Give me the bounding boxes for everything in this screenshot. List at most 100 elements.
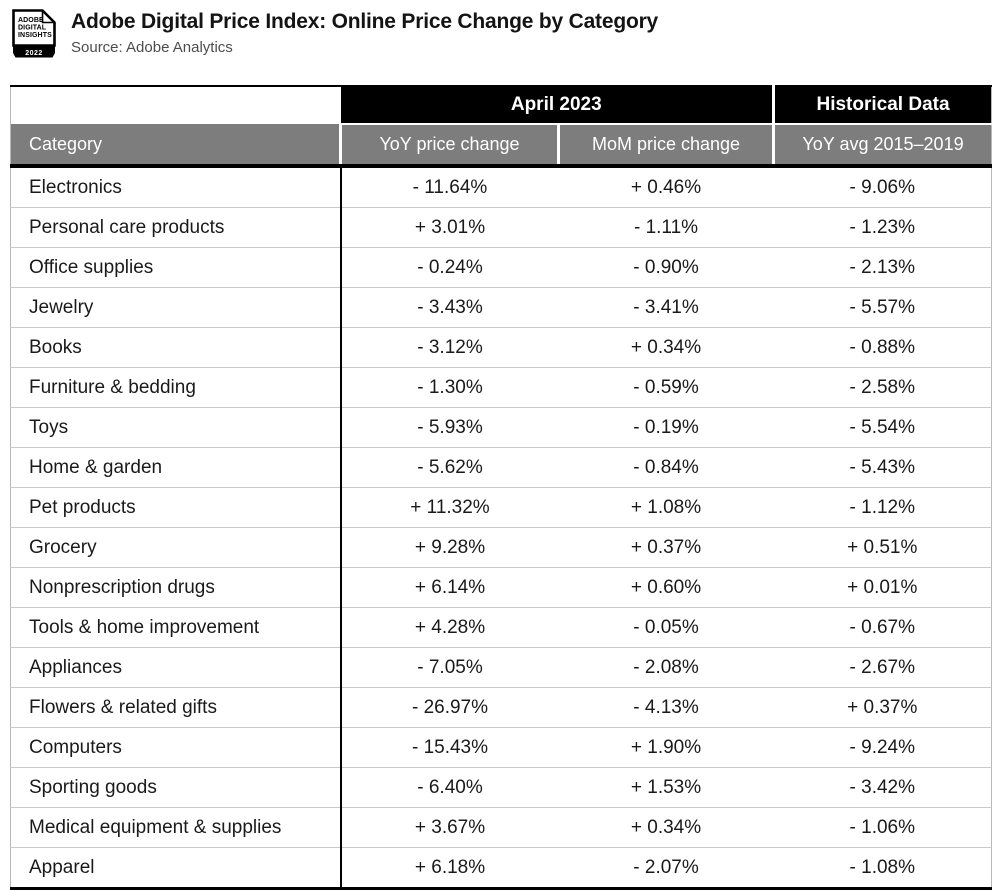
yoy-price-change-cell: + 3.67% xyxy=(340,807,559,848)
group-header-april-2023: April 2023 xyxy=(340,86,774,125)
yoy-price-change-cell: - 1.30% xyxy=(340,367,559,408)
table-row: Computers - 15.43% + 1.90% - 9.24% xyxy=(10,727,992,768)
table-row: Appliances - 7.05% - 2.08% - 2.67% xyxy=(10,647,992,688)
mom-price-change-cell: - 0.59% xyxy=(558,367,774,408)
yoy-avg-cell: - 1.23% xyxy=(773,207,992,248)
logo-year: 2022 xyxy=(25,50,43,57)
category-cell: Furniture & bedding xyxy=(10,367,342,408)
mom-price-change-cell: - 0.84% xyxy=(558,447,774,488)
category-cell: Grocery xyxy=(10,527,342,568)
yoy-avg-cell: - 2.58% xyxy=(773,367,992,408)
category-cell: Tools & home improvement xyxy=(10,607,342,648)
mom-price-change-cell: - 0.90% xyxy=(558,247,774,288)
yoy-avg-cell: - 5.54% xyxy=(773,407,992,448)
spacer-cell xyxy=(10,86,341,124)
yoy-avg-cell: - 1.08% xyxy=(773,847,992,889)
yoy-avg-cell: - 5.57% xyxy=(773,287,992,328)
mom-price-change-cell: - 0.05% xyxy=(558,607,774,648)
group-header-historical-data: Historical Data xyxy=(772,86,992,125)
category-cell: Pet products xyxy=(10,487,342,528)
category-cell: Medical equipment & supplies xyxy=(10,807,342,848)
table-row: Jewelry - 3.43% - 3.41% - 5.57% xyxy=(10,287,992,328)
table-row: Electronics - 11.64% + 0.46% - 9.06% xyxy=(10,166,992,208)
table-row: Home & garden - 5.62% - 0.84% - 5.43% xyxy=(10,447,992,488)
category-cell: Nonprescription drugs xyxy=(10,567,342,608)
yoy-price-change-cell: - 26.97% xyxy=(340,687,559,728)
mom-price-change-cell: - 0.19% xyxy=(558,407,774,448)
table-row: Grocery + 9.28% + 0.37% + 0.51% xyxy=(10,527,992,568)
yoy-price-change-cell: - 5.93% xyxy=(340,407,559,448)
yoy-price-change-cell: - 5.62% xyxy=(340,447,559,488)
yoy-avg-cell: - 3.42% xyxy=(773,767,992,808)
table-row: Furniture & bedding - 1.30% - 0.59% - 2.… xyxy=(10,367,992,408)
mom-price-change-cell: + 0.46% xyxy=(558,166,774,208)
adobe-digital-insights-logo-icon: ADOBE DIGITAL INSIGHTS 2022 xyxy=(12,9,56,58)
table-row: Medical equipment & supplies + 3.67% + 0… xyxy=(10,807,992,848)
mom-price-change-cell: + 1.53% xyxy=(558,767,774,808)
table-row: Office supplies - 0.24% - 0.90% - 2.13% xyxy=(10,247,992,288)
category-cell: Toys xyxy=(10,407,342,448)
category-cell: Computers xyxy=(10,727,342,768)
mom-price-change-cell: - 4.13% xyxy=(558,687,774,728)
logo-line-3: INSIGHTS xyxy=(18,32,52,39)
page-title: Adobe Digital Price Index: Online Price … xyxy=(71,10,659,33)
yoy-price-change-cell: + 6.14% xyxy=(340,567,559,608)
category-cell: Home & garden xyxy=(10,447,342,488)
source-line: Source: Adobe Analytics xyxy=(71,39,233,56)
table-body: Electronics - 11.64% + 0.46% - 9.06% Per… xyxy=(10,166,992,889)
logo-line-2: DIGITAL xyxy=(18,25,47,32)
yoy-price-change-cell: - 11.64% xyxy=(340,166,559,208)
yoy-avg-cell: - 2.67% xyxy=(773,647,992,688)
column-header-yoy-price-change: YoY price change xyxy=(340,124,560,168)
mom-price-change-cell: + 1.08% xyxy=(558,487,774,528)
table-row: Flowers & related gifts - 26.97% - 4.13%… xyxy=(10,687,992,728)
category-cell: Electronics xyxy=(10,166,342,208)
yoy-price-change-cell: + 6.18% xyxy=(340,847,559,889)
table-row: Pet products + 11.32% + 1.08% - 1.12% xyxy=(10,487,992,528)
mom-price-change-cell: + 0.60% xyxy=(558,567,774,608)
column-header-yoy-avg-2015-2019: YoY avg 2015–2019 xyxy=(773,124,992,168)
yoy-avg-cell: + 0.01% xyxy=(773,567,992,608)
table-row: Toys - 5.93% - 0.19% - 5.54% xyxy=(10,407,992,448)
yoy-avg-cell: + 0.51% xyxy=(773,527,992,568)
category-cell: Office supplies xyxy=(10,247,342,288)
yoy-price-change-cell: - 7.05% xyxy=(340,647,559,688)
yoy-avg-cell: - 2.13% xyxy=(773,247,992,288)
yoy-price-change-cell: - 3.43% xyxy=(340,287,559,328)
yoy-price-change-cell: + 4.28% xyxy=(340,607,559,648)
yoy-avg-cell: - 9.06% xyxy=(773,166,992,208)
category-cell: Personal care products xyxy=(10,207,342,248)
yoy-avg-cell: - 9.24% xyxy=(773,727,992,768)
mom-price-change-cell: - 2.07% xyxy=(558,847,774,889)
mom-price-change-cell: + 0.34% xyxy=(558,807,774,848)
table-row: Nonprescription drugs + 6.14% + 0.60% + … xyxy=(10,567,992,608)
yoy-price-change-cell: - 0.24% xyxy=(340,247,559,288)
table-row: Tools & home improvement + 4.28% - 0.05%… xyxy=(10,607,992,648)
yoy-avg-cell: - 1.12% xyxy=(773,487,992,528)
column-header-mom-price-change: MoM price change xyxy=(558,124,776,168)
mom-price-change-cell: - 3.41% xyxy=(558,287,774,328)
mom-price-change-cell: - 2.08% xyxy=(558,647,774,688)
column-header-row: Category YoY price change MoM price chan… xyxy=(10,124,992,168)
category-cell: Books xyxy=(10,327,342,368)
yoy-avg-cell: + 0.37% xyxy=(773,687,992,728)
masthead: ADOBE DIGITAL INSIGHTS 2022 Adobe Digita… xyxy=(0,0,1000,60)
yoy-price-change-cell: - 6.40% xyxy=(340,767,559,808)
yoy-avg-cell: - 5.43% xyxy=(773,447,992,488)
yoy-price-change-cell: + 3.01% xyxy=(340,207,559,248)
mom-price-change-cell: - 1.11% xyxy=(558,207,774,248)
yoy-price-change-cell: + 9.28% xyxy=(340,527,559,568)
yoy-price-change-cell: + 11.32% xyxy=(340,487,559,528)
title-block: Adobe Digital Price Index: Online Price … xyxy=(71,8,658,56)
column-header-category: Category xyxy=(10,124,342,168)
category-cell: Jewelry xyxy=(10,287,342,328)
yoy-price-change-cell: - 15.43% xyxy=(340,727,559,768)
price-change-table: April 2023 Historical Data Category YoY … xyxy=(10,85,993,890)
mom-price-change-cell: + 0.37% xyxy=(558,527,774,568)
category-cell: Sporting goods xyxy=(10,767,342,808)
table-row: Books - 3.12% + 0.34% - 0.88% xyxy=(10,327,992,368)
group-header-row: April 2023 Historical Data xyxy=(10,86,992,125)
category-cell: Flowers & related gifts xyxy=(10,687,342,728)
yoy-price-change-cell: - 3.12% xyxy=(340,327,559,368)
yoy-avg-cell: - 1.06% xyxy=(773,807,992,848)
